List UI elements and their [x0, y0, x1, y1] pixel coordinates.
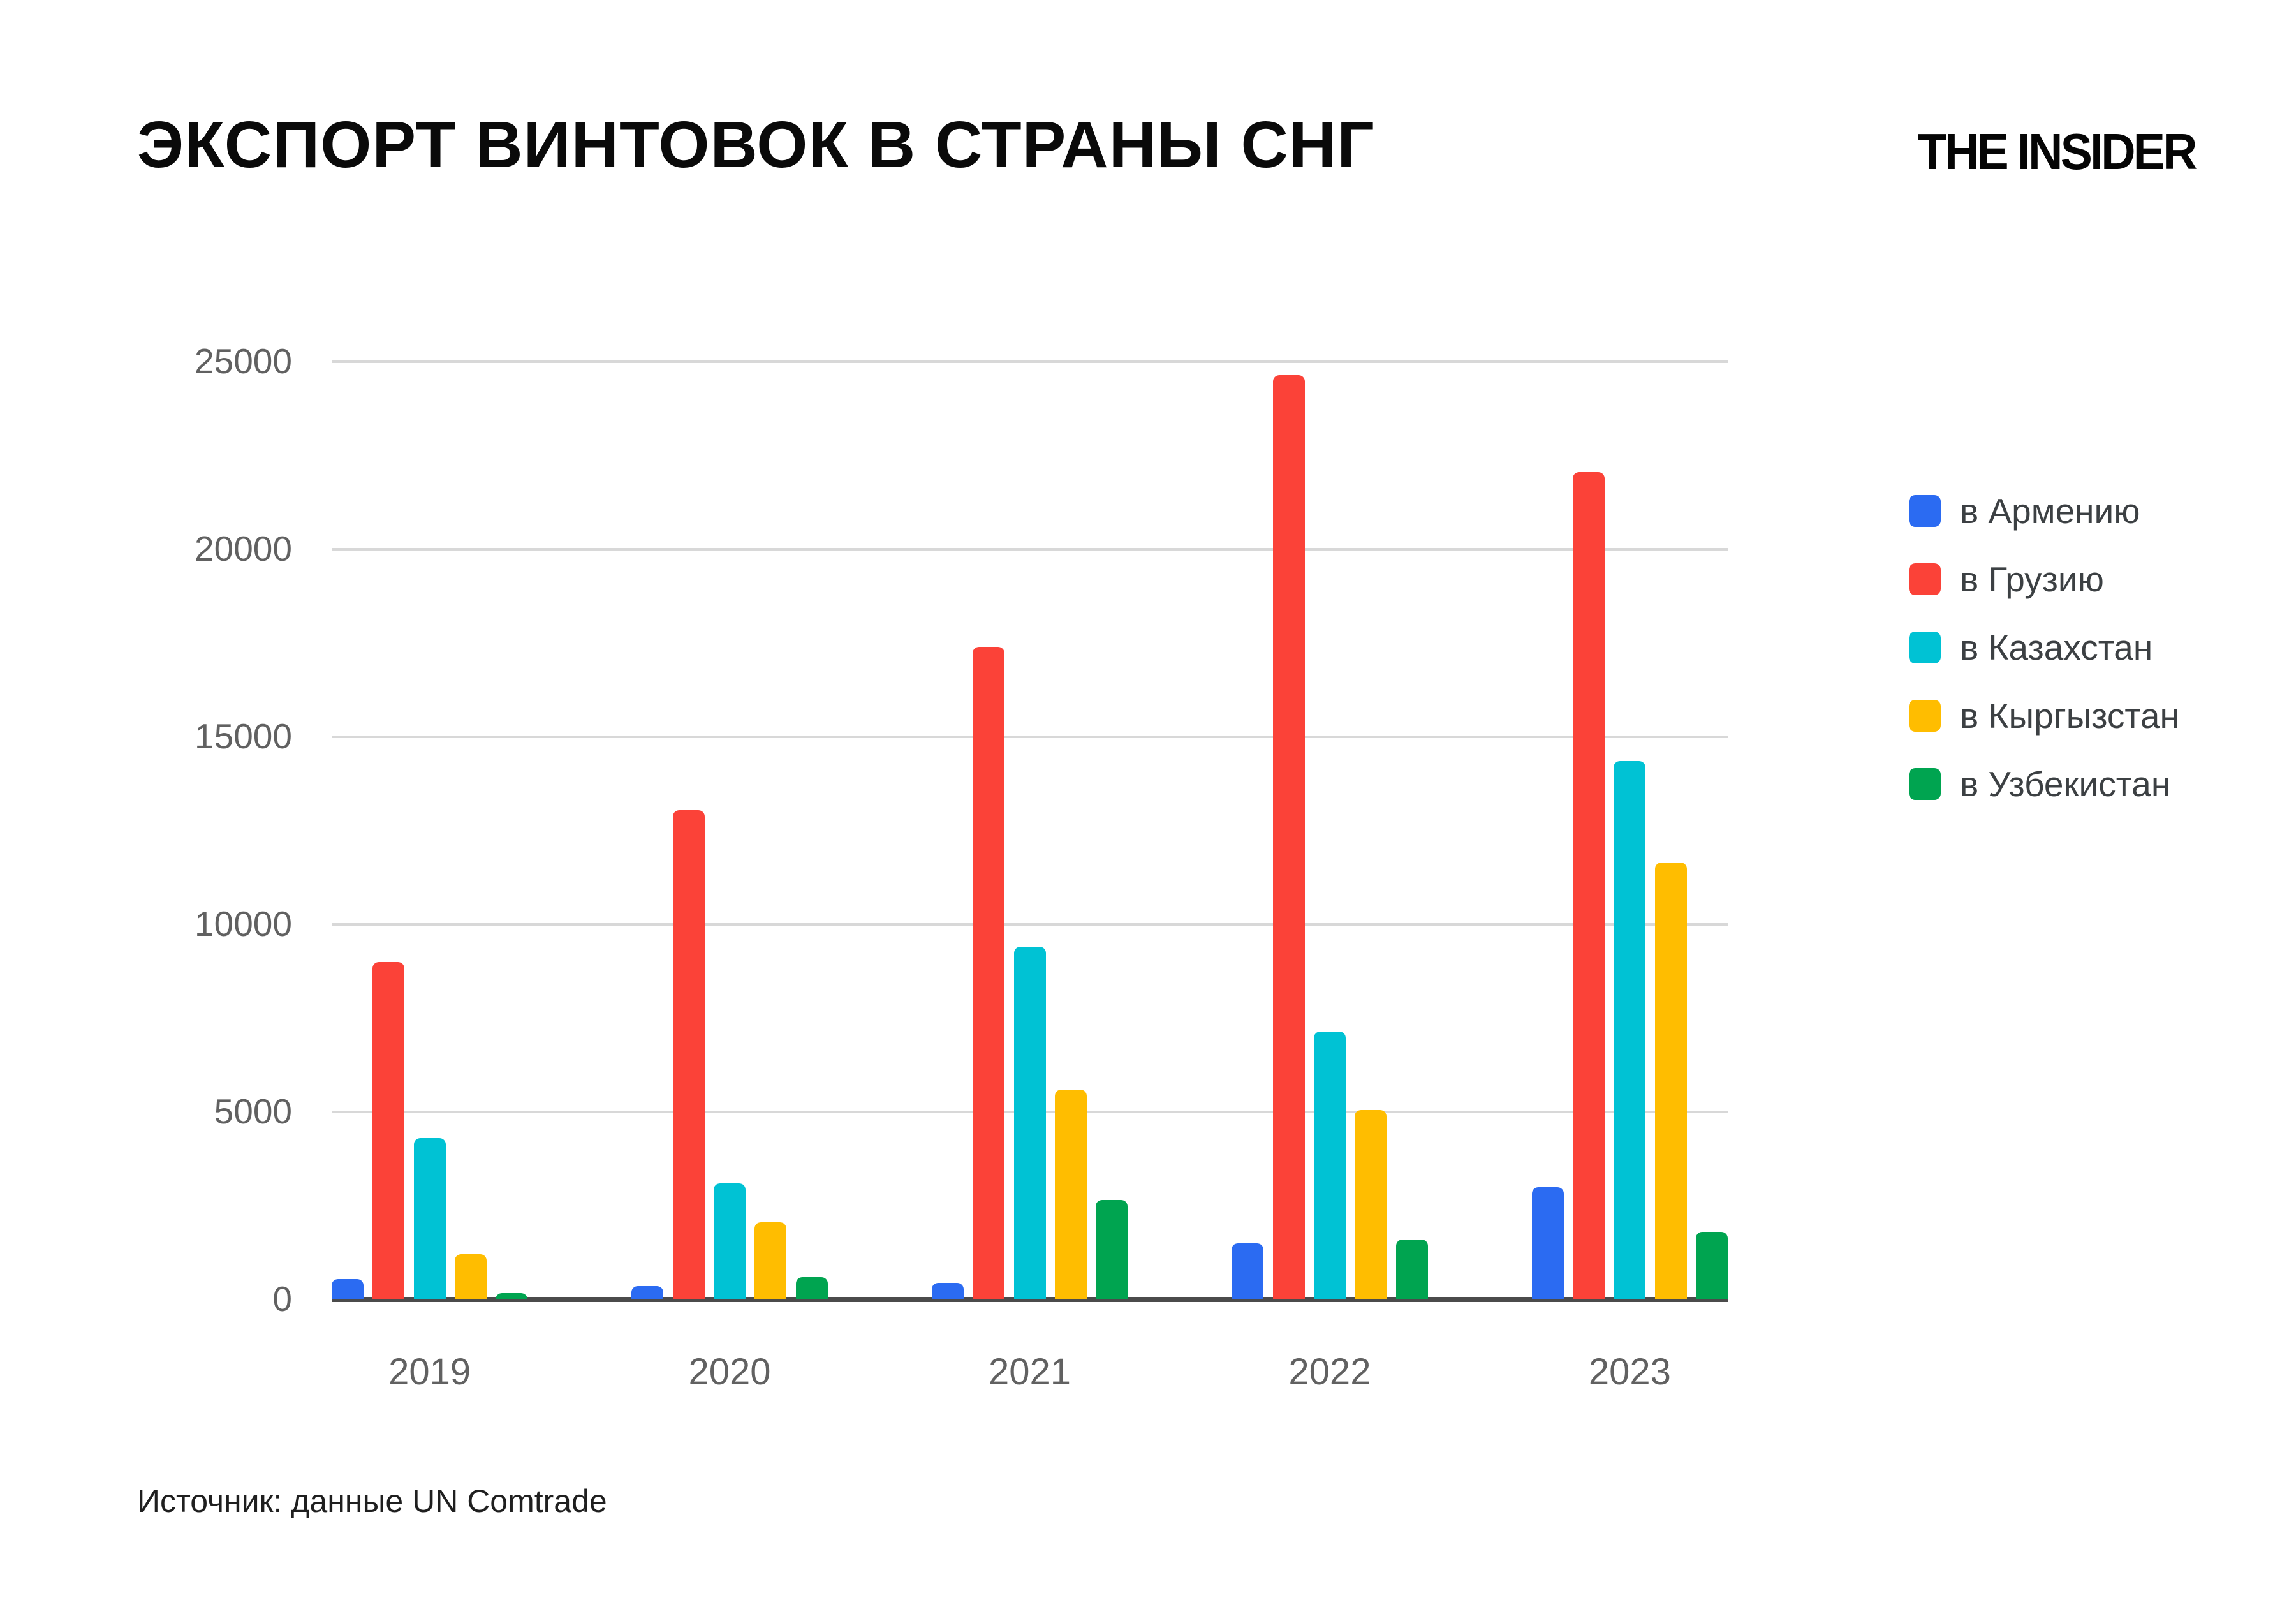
bar-2022-в-Армению [1232, 1243, 1264, 1299]
bar-2021-в-Кыргызстан [1054, 1089, 1087, 1299]
legend-item-в-Узбекистан: в Узбекистан [1909, 764, 2170, 804]
legend-item-в-Казахстан: в Казахстан [1909, 628, 2152, 667]
bar-2021-в-Грузию [973, 646, 1005, 1299]
bar-2022-в-Кыргызстан [1355, 1110, 1387, 1299]
x-axis-label-2023: 2023 [1588, 1351, 1671, 1393]
bar-2023-в-Грузию [1573, 472, 1605, 1299]
legend-label: в Казахстан [1960, 628, 2153, 667]
bar-2020-в-Казахстан [714, 1183, 746, 1299]
gridline-y-20000 [332, 548, 1728, 551]
bar-2022-в-Казахстан [1313, 1031, 1346, 1299]
y-axis-tick-label: 25000 [195, 341, 292, 381]
legend-swatch-icon [1909, 632, 1941, 663]
bar-2019-в-Армению [332, 1278, 364, 1299]
legend-label: в Узбекистан [1960, 764, 2171, 804]
legend-item-в-Грузию: в Грузию [1909, 559, 2104, 599]
x-axis-label-2021: 2021 [988, 1351, 1071, 1393]
legend-label: в Грузию [1960, 559, 2104, 599]
bar-2021-в-Узбекистан [1096, 1200, 1128, 1299]
source-note: Источник: данные UN Comtrade [137, 1483, 607, 1519]
bar-2022-в-Узбекистан [1395, 1239, 1428, 1299]
bar-2023-в-Армению [1531, 1187, 1564, 1299]
gridline-y-15000 [332, 736, 1728, 738]
bar-2021-в-Армению [931, 1282, 964, 1299]
y-axis-tick-label: 20000 [195, 529, 292, 568]
bar-2021-в-Казахстан [1013, 947, 1046, 1299]
legend-swatch-icon [1909, 563, 1941, 595]
bar-2023-в-Казахстан [1614, 761, 1646, 1299]
bar-2020-в-Грузию [672, 810, 705, 1299]
legend-swatch-icon [1909, 700, 1941, 732]
bar-2019-в-Кыргызстан [454, 1254, 487, 1299]
bar-2020-в-Кыргызстан [754, 1222, 787, 1299]
x-axis-label-2022: 2022 [1288, 1351, 1371, 1393]
bar-2020-в-Узбекистан [795, 1277, 828, 1299]
gridline-y-10000 [332, 923, 1728, 926]
gridline-y-25000 [332, 360, 1728, 363]
bar-2019-в-Узбекистан [496, 1293, 528, 1299]
bar-2020-в-Армению [631, 1286, 664, 1299]
brand-logo-the-insider: THE INSIDER [1918, 123, 2198, 180]
x-axis-line [332, 1297, 1728, 1302]
bar-2023-в-Узбекистан [1696, 1232, 1728, 1299]
bar-2019-в-Казахстан [413, 1138, 446, 1299]
bar-2023-в-Кыргызстан [1654, 862, 1687, 1299]
y-axis-tick-label: 15000 [195, 716, 292, 756]
legend-label: в Армению [1960, 491, 2140, 531]
y-axis-tick-label: 0 [272, 1279, 292, 1319]
chart-title: ЭКСПОРТ ВИНТОВОК В СТРАНЫ СНГ [137, 108, 1375, 181]
x-axis-label-2020: 2020 [688, 1351, 771, 1393]
legend-label: в Кыргызстан [1960, 696, 2179, 736]
bar-2022-в-Грузию [1272, 374, 1305, 1299]
bar-2019-в-Грузию [372, 961, 405, 1299]
legend-swatch-icon [1909, 495, 1941, 527]
legend-item-в-Армению: в Армению [1909, 491, 2140, 531]
legend-item-в-Кыргызстан: в Кыргызстан [1909, 696, 2179, 736]
legend-swatch-icon [1909, 768, 1941, 800]
x-axis-label-2019: 2019 [388, 1351, 471, 1393]
y-axis-tick-label: 5000 [214, 1092, 292, 1131]
y-axis-tick-label: 10000 [195, 904, 292, 944]
